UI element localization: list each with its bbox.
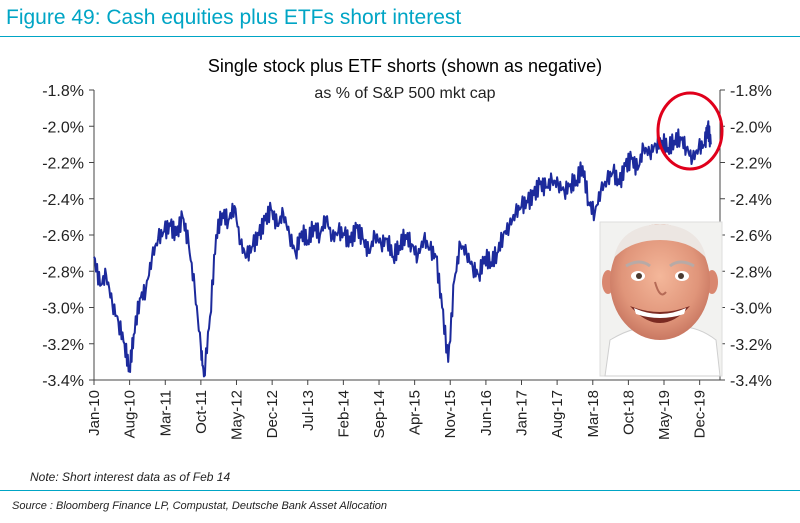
x-tick-label: Aug-17 [549, 390, 566, 438]
highlight-circle [656, 91, 724, 171]
y-tick-label-left: -2.0% [42, 119, 84, 136]
x-tick-label: May-12 [228, 390, 245, 440]
x-tick-label: Mar-18 [585, 390, 602, 438]
x-tick-label: Mar-11 [157, 390, 174, 436]
y-tick-label-right: -3.2% [730, 337, 772, 354]
y-tick-label-left: -3.4% [42, 373, 84, 390]
series-group [93, 120, 712, 378]
x-tick-label: Oct-18 [620, 390, 637, 435]
x-tick-label: Nov-15 [442, 390, 459, 438]
x-tick-label: Feb-14 [335, 390, 352, 438]
y-tick-label-left: -3.2% [42, 337, 84, 354]
x-tick-label: Jan-10 [86, 390, 103, 436]
y-tick-label-left: -2.8% [42, 264, 84, 281]
series-line [93, 120, 712, 378]
x-tick-label: May-19 [656, 390, 673, 440]
y-tick-label-right: -1.8% [730, 83, 772, 100]
x-tick-label: Aug-10 [122, 390, 139, 438]
axes: -1.8% -1.8% -2.0% -2.0% -2.2% -2.2% -2.4% -2.4%… [42, 83, 772, 440]
meme-photo [599, 221, 723, 377]
x-tick-label: Apr-15 [407, 390, 424, 435]
x-tick-label: Oct-11 [193, 390, 210, 434]
chart-subtitle: as % of S&P 500 mkt cap [314, 85, 495, 102]
note: Note: Short interest data as of Feb 14 [30, 470, 231, 484]
y-tick-label-right: -3.0% [730, 301, 772, 318]
y-tick-label-right: -3.4% [730, 373, 772, 390]
title-rule [0, 36, 800, 37]
y-tick-label-left: -2.4% [42, 192, 84, 209]
y-tick-label-left: -2.2% [42, 156, 84, 173]
x-tick-label: Jun-16 [478, 390, 495, 436]
line-chart: Single stock plus ETF shorts (shown as n… [42, 56, 772, 440]
y-tick-label-right: -2.8% [730, 264, 772, 281]
y-tick-label-left: -3.0% [42, 301, 84, 318]
y-tick-label-left: -2.6% [42, 228, 84, 245]
x-tick-label: Jan-17 [514, 390, 531, 436]
chart-title: Single stock plus ETF shorts (shown as n… [208, 56, 602, 76]
x-tick-label: Dec-12 [264, 390, 281, 438]
y-tick-label-left: -1.8% [42, 83, 84, 100]
y-tick-label-right: -2.2% [730, 156, 772, 173]
y-tick-label-right: -2.6% [730, 228, 772, 245]
y-tick-label-right: -2.0% [730, 119, 772, 136]
x-tick-label: Sep-14 [371, 390, 388, 438]
figure-title: Figure 49: Cash equities plus ETFs short… [6, 6, 462, 29]
x-tick-label: Dec-19 [692, 390, 709, 438]
y-tick-label-right: -2.4% [730, 192, 772, 209]
footer-rule [0, 490, 800, 491]
x-tick-label: Jul-13 [300, 390, 317, 431]
source: Source : Bloomberg Finance LP, Compustat… [12, 500, 388, 512]
